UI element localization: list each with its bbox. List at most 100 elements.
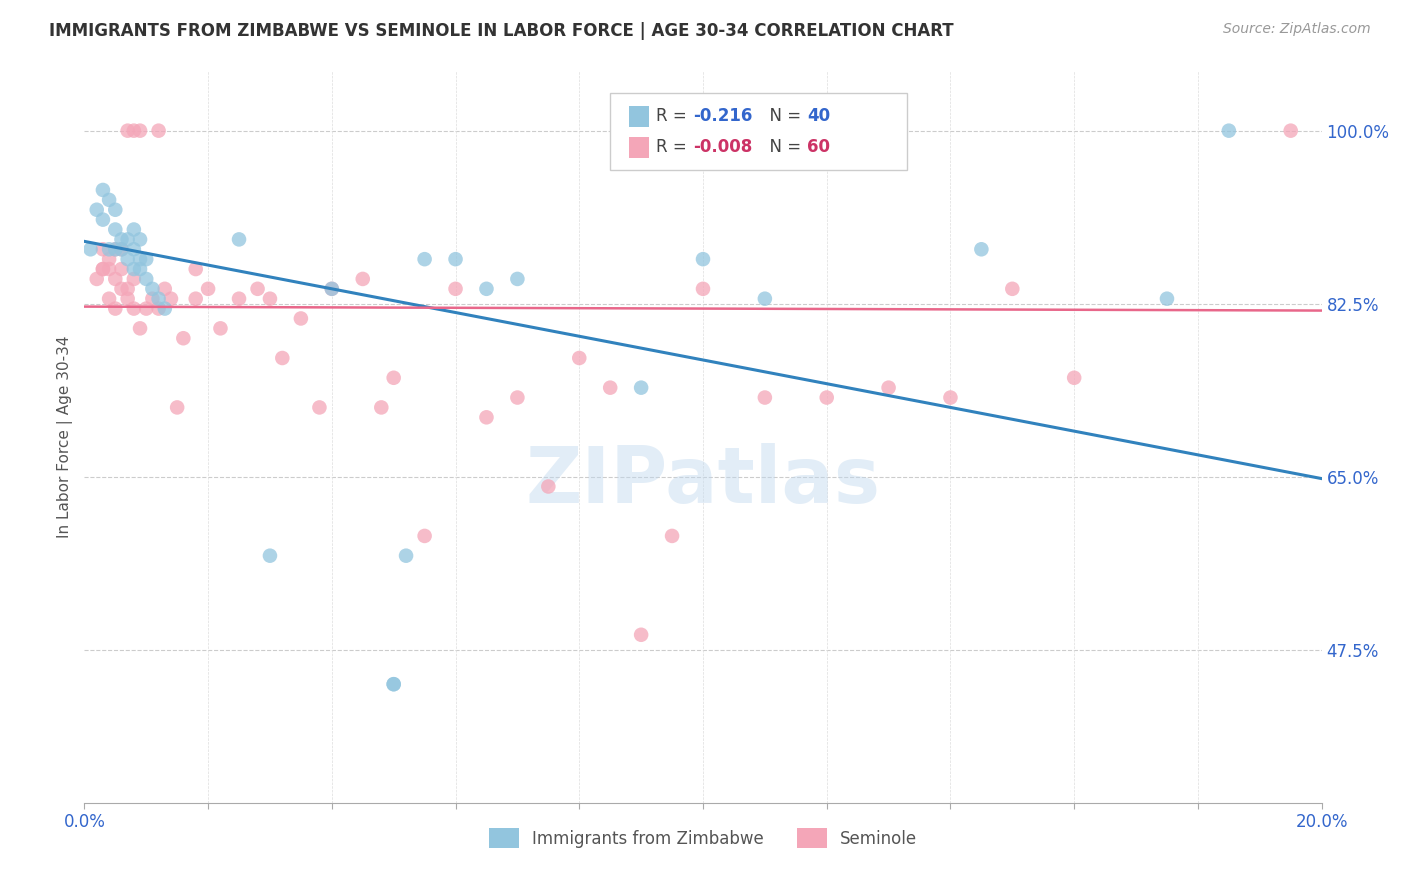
Point	[382, 677, 405, 691]
Text: R =: R =	[657, 138, 692, 156]
Point	[135, 272, 157, 286]
Point	[160, 292, 183, 306]
Point	[91, 242, 114, 256]
Point	[413, 529, 436, 543]
Point	[91, 262, 114, 277]
Point	[630, 628, 652, 642]
FancyBboxPatch shape	[628, 106, 648, 127]
Point	[104, 272, 127, 286]
Point	[110, 242, 132, 256]
Point	[413, 252, 436, 267]
Text: R =: R =	[657, 107, 692, 125]
Point	[815, 391, 838, 405]
Point	[568, 351, 591, 365]
Point	[444, 252, 467, 267]
Point	[122, 123, 145, 137]
Point	[754, 391, 776, 405]
Point	[122, 242, 145, 256]
Point	[1063, 371, 1085, 385]
Text: -0.216: -0.216	[693, 107, 752, 125]
Point	[141, 292, 163, 306]
Text: N =: N =	[759, 107, 806, 125]
Text: 60: 60	[807, 138, 830, 156]
Point	[754, 292, 776, 306]
Point	[135, 301, 157, 316]
Point	[172, 331, 194, 345]
Point	[86, 272, 108, 286]
Point	[506, 391, 529, 405]
Point	[79, 242, 101, 256]
Point	[148, 301, 170, 316]
Point	[352, 272, 374, 286]
Point	[1001, 282, 1024, 296]
Point	[129, 232, 152, 246]
Point	[110, 232, 132, 246]
Point	[382, 677, 405, 691]
Point	[184, 262, 207, 277]
Point	[104, 301, 127, 316]
Point	[661, 529, 683, 543]
Point	[98, 292, 121, 306]
Point	[153, 282, 176, 296]
Point	[141, 282, 163, 296]
Point	[1279, 123, 1302, 137]
Legend: Immigrants from Zimbabwe, Seminole: Immigrants from Zimbabwe, Seminole	[481, 820, 925, 856]
Point	[321, 282, 343, 296]
Point	[122, 272, 145, 286]
Point	[98, 252, 121, 267]
Point	[877, 381, 900, 395]
Point	[91, 262, 114, 277]
Point	[135, 252, 157, 267]
Text: Source: ZipAtlas.com: Source: ZipAtlas.com	[1223, 22, 1371, 37]
Text: IMMIGRANTS FROM ZIMBABWE VS SEMINOLE IN LABOR FORCE | AGE 30-34 CORRELATION CHAR: IMMIGRANTS FROM ZIMBABWE VS SEMINOLE IN …	[49, 22, 953, 40]
Point	[91, 183, 114, 197]
Point	[184, 292, 207, 306]
Point	[104, 242, 127, 256]
Point	[228, 232, 250, 246]
Point	[110, 282, 132, 296]
Point	[321, 282, 343, 296]
Point	[148, 292, 170, 306]
Point	[86, 202, 108, 217]
Point	[117, 123, 139, 137]
Point	[104, 202, 127, 217]
Point	[129, 321, 152, 335]
Text: N =: N =	[759, 138, 806, 156]
Point	[129, 123, 152, 137]
Point	[148, 123, 170, 137]
Point	[970, 242, 993, 256]
Point	[630, 381, 652, 395]
Point	[599, 381, 621, 395]
Text: 40: 40	[807, 107, 830, 125]
Point	[506, 272, 529, 286]
FancyBboxPatch shape	[628, 137, 648, 158]
Point	[209, 321, 232, 335]
Point	[110, 262, 132, 277]
Point	[110, 242, 132, 256]
Point	[166, 401, 188, 415]
Point	[370, 401, 392, 415]
Text: -0.008: -0.008	[693, 138, 752, 156]
Point	[444, 282, 467, 296]
Point	[537, 479, 560, 493]
Point	[117, 282, 139, 296]
Point	[98, 242, 121, 256]
Point	[692, 282, 714, 296]
Point	[98, 193, 121, 207]
Point	[475, 282, 498, 296]
Point	[1218, 123, 1240, 137]
Point	[939, 391, 962, 405]
Point	[692, 252, 714, 267]
Text: ZIPatlas: ZIPatlas	[526, 443, 880, 519]
FancyBboxPatch shape	[610, 94, 907, 170]
Point	[382, 371, 405, 385]
Point	[117, 292, 139, 306]
Point	[246, 282, 269, 296]
Point	[104, 222, 127, 236]
Point	[117, 252, 139, 267]
Point	[197, 282, 219, 296]
Point	[271, 351, 294, 365]
Point	[259, 549, 281, 563]
Y-axis label: In Labor Force | Age 30-34: In Labor Force | Age 30-34	[58, 335, 73, 539]
Point	[259, 292, 281, 306]
